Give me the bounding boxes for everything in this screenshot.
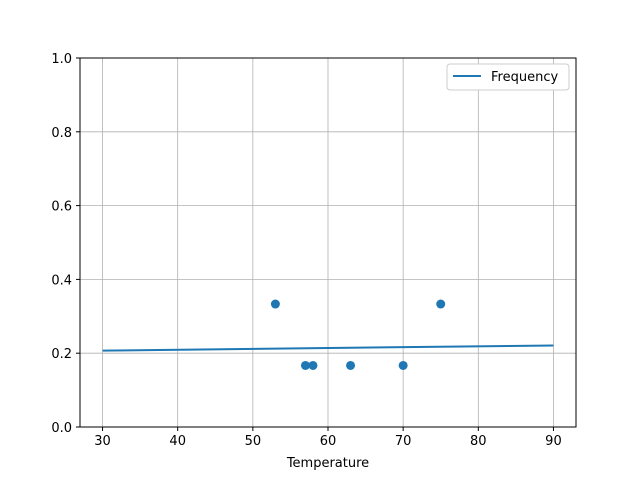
y-tick-label: 1.0: [51, 52, 72, 67]
scatter-point: [346, 360, 356, 370]
y-tick-label: 0.8: [51, 126, 72, 141]
x-tick-label: 80: [470, 434, 487, 449]
scatter-point: [300, 360, 310, 370]
x-tick-label: 70: [395, 434, 412, 449]
y-tick-label: 0.2: [51, 347, 72, 362]
scatter-point: [436, 299, 446, 309]
scatter-point: [308, 360, 318, 370]
y-tick-label: 0.6: [51, 200, 72, 215]
x-axis-label: Temperature: [286, 456, 369, 471]
y-tick-label: 0.0: [51, 421, 72, 436]
x-tick-label: 50: [245, 434, 262, 449]
marks: [102, 299, 554, 370]
scatter-point: [398, 360, 408, 370]
legend-label-frequency: Frequency: [491, 70, 558, 85]
x-tick-label: 60: [320, 434, 337, 449]
x-tick-label: 40: [169, 434, 186, 449]
ticks: 30 40 50 60 70 80 90 0.0 0.2 0.4 0.6 0.8 1.0: [51, 52, 561, 449]
y-tick-label: 0.4: [51, 273, 72, 288]
legend: Frequency: [446, 63, 570, 91]
x-tick-label: 90: [545, 434, 562, 449]
scatter-point: [270, 299, 280, 309]
frequency-line: [102, 344, 554, 352]
x-tick-label: 30: [94, 434, 111, 449]
